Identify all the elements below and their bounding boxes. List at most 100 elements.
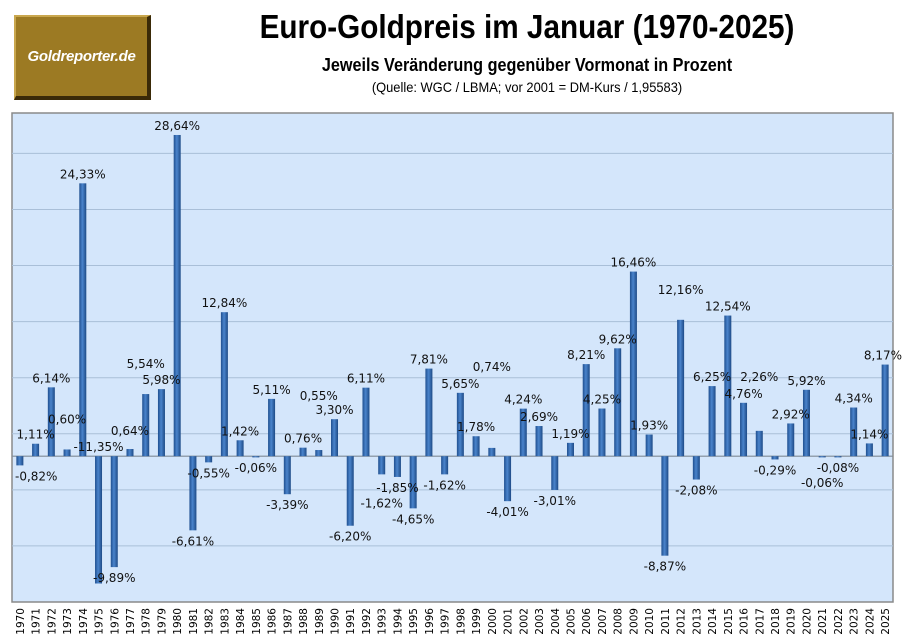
x-tick-label: 2014: [707, 608, 719, 635]
x-tick-label: 1990: [330, 608, 342, 635]
bar-2011: [661, 456, 669, 556]
bar-2006: [582, 364, 590, 457]
data-label: -4,65%: [392, 512, 434, 526]
x-tick-label: 1996: [424, 608, 436, 635]
data-label: 0,60%: [48, 412, 86, 426]
data-label: 0,55%: [300, 389, 338, 403]
data-label: -0,06%: [801, 476, 843, 490]
data-label: 4,34%: [835, 392, 873, 406]
x-tick-label: 2013: [691, 608, 703, 635]
data-label: 1,78%: [457, 420, 495, 434]
data-label: -0,55%: [187, 466, 229, 480]
data-label: 12,54%: [705, 300, 751, 314]
data-label: 1,11%: [17, 428, 55, 442]
data-label: 2,92%: [772, 407, 810, 421]
x-tick-label: 1971: [31, 608, 43, 635]
x-tick-label: 1979: [156, 608, 168, 635]
bar-2017: [755, 430, 763, 457]
x-tick-label: 2010: [644, 608, 656, 635]
bar-1994: [393, 456, 401, 477]
bar-2021: [818, 456, 826, 458]
data-label: -11,35%: [73, 440, 123, 454]
bar-1981: [189, 456, 197, 531]
x-tick-label: 1989: [314, 608, 326, 635]
bar-1970: [16, 456, 24, 466]
data-label: -0,29%: [754, 463, 796, 477]
x-tick-label: 2003: [534, 608, 546, 635]
data-label: -1,62%: [423, 478, 465, 492]
bar-2016: [740, 402, 748, 457]
bar-1975: [95, 456, 103, 584]
bar-2014: [708, 386, 716, 457]
bar-2023: [850, 407, 858, 457]
data-label: -3,39%: [266, 498, 308, 512]
data-label: 28,64%: [154, 119, 200, 133]
x-tick-label: 1994: [392, 608, 404, 635]
data-label: 4,76%: [724, 387, 762, 401]
x-tick-label: 1997: [440, 608, 452, 635]
bar-1988: [299, 447, 307, 457]
plot-area: [11, 112, 894, 603]
bar-2003: [535, 426, 543, 457]
bar-1991: [346, 456, 354, 526]
x-tick-label: 2012: [676, 608, 688, 635]
bar-2025: [881, 364, 889, 457]
data-label: 1,42%: [221, 424, 259, 438]
data-label: 24,33%: [60, 167, 106, 181]
x-tick-label: 2002: [518, 608, 530, 635]
x-tick-label: 1972: [46, 608, 58, 635]
x-tick-label: 1970: [15, 608, 27, 635]
x-tick-label: 1982: [204, 608, 216, 635]
x-tick-label: 2000: [487, 608, 499, 635]
x-tick-label: 2023: [849, 608, 861, 635]
data-label: -4,01%: [486, 505, 528, 519]
logo-text: Goldreporter.de: [27, 48, 136, 65]
data-label: 6,25%: [693, 370, 731, 384]
data-label: 6,14%: [32, 371, 70, 385]
data-label: -8,87%: [644, 560, 686, 574]
x-tick-label: 1999: [471, 608, 483, 635]
x-tick-label: 2015: [723, 608, 735, 635]
data-label: -9,89%: [93, 571, 135, 585]
data-label: 16,46%: [611, 256, 657, 270]
x-tick-label: 2007: [597, 608, 609, 635]
x-tick-label: 1998: [455, 608, 467, 635]
x-tick-label: 2006: [581, 608, 593, 635]
data-label: -3,01%: [534, 494, 576, 508]
bar-1976: [110, 456, 118, 568]
x-tick-label: 1974: [78, 608, 90, 635]
bar-1977: [126, 449, 134, 457]
x-tick-label: 2019: [786, 608, 798, 635]
data-label: 1,93%: [630, 419, 668, 433]
x-tick-label: 1984: [235, 608, 247, 635]
bar-2013: [692, 456, 700, 480]
x-tick-label: 1980: [172, 608, 184, 635]
data-label: 5,98%: [142, 373, 180, 387]
bars: [16, 134, 889, 584]
data-label: 4,25%: [583, 393, 621, 407]
data-label: 12,16%: [658, 283, 704, 297]
x-tick-label: 1978: [141, 608, 153, 635]
x-tick-label: 2001: [503, 608, 515, 635]
bar-1989: [315, 450, 323, 457]
chart-title: Euro-Goldpreis im Januar (1970-2025): [259, 8, 795, 45]
bar-1978: [142, 394, 150, 457]
x-tick-label: 1991: [345, 608, 357, 635]
goldreporter-logo: Goldreporter.de: [14, 15, 151, 100]
bar-2000: [488, 447, 496, 457]
bar-1997: [441, 456, 449, 475]
bar-1986: [268, 398, 276, 457]
data-label: 2,69%: [520, 410, 558, 424]
bar-2008: [614, 348, 622, 457]
data-label: 0,74%: [473, 360, 511, 374]
bar-1984: [236, 440, 244, 457]
data-label: 5,92%: [787, 374, 825, 388]
x-tick-label: 2008: [613, 608, 625, 635]
bar-2018: [771, 456, 779, 460]
data-label: -0,08%: [817, 461, 859, 475]
data-label: 2,26%: [740, 370, 778, 384]
data-label: -6,61%: [172, 534, 214, 548]
data-label: 1,14%: [850, 427, 888, 441]
data-label: -0,06%: [235, 461, 277, 475]
bar-2001: [504, 456, 512, 502]
